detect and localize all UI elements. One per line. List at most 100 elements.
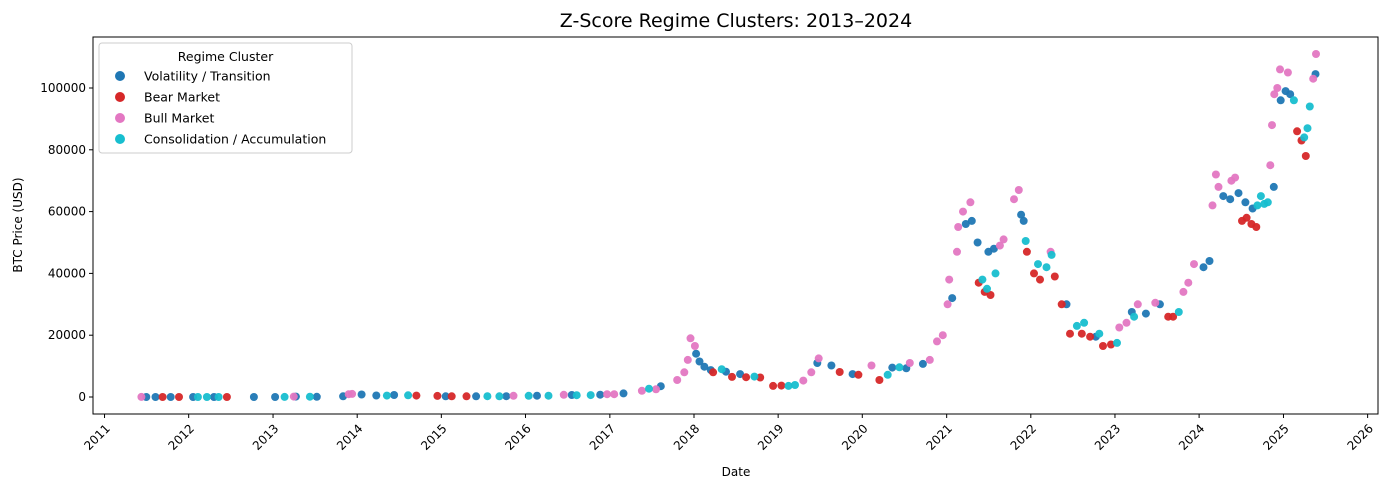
data-point: [1066, 329, 1074, 338]
data-point: [1115, 323, 1124, 332]
legend-marker: [115, 134, 125, 144]
data-point: [166, 393, 175, 401]
data-point: [1021, 237, 1030, 245]
data-point: [280, 392, 289, 401]
data-point: [1293, 127, 1302, 136]
y-axis: 0 20000 40000 60000 80000 100000: [40, 81, 93, 404]
data-point: [799, 376, 808, 385]
y-tick-label: 20000: [48, 328, 86, 342]
data-point: [1226, 195, 1235, 204]
data-point: [953, 247, 961, 256]
data-point: [382, 391, 391, 400]
data-point: [686, 334, 695, 343]
data-point: [222, 393, 231, 401]
data-point: [645, 384, 653, 393]
series-4: [193, 96, 1314, 401]
data-point: [989, 244, 998, 253]
data-point: [995, 241, 1004, 250]
data-point: [441, 392, 450, 401]
data-point: [1263, 198, 1272, 207]
y-axis-label: BTC Price (USD): [11, 177, 25, 272]
data-point: [1086, 332, 1095, 341]
data-point: [1095, 329, 1104, 338]
legend-marker: [115, 113, 125, 123]
data-point: [1286, 90, 1295, 99]
data-point: [895, 363, 904, 372]
data-point: [690, 342, 699, 350]
legend: Regime Cluster Volatility / Transition Be…: [98, 42, 353, 154]
data-point: [357, 390, 366, 399]
data-point: [1276, 96, 1285, 105]
data-point: [1312, 50, 1320, 58]
data-point: [1072, 321, 1081, 330]
data-point: [137, 392, 146, 401]
axes-frame: [92, 36, 1379, 415]
data-point: [652, 385, 660, 394]
data-point: [533, 391, 541, 400]
data-point: [544, 391, 553, 400]
data-point: [959, 207, 967, 216]
data-point: [1047, 250, 1056, 259]
data-point: [202, 393, 211, 401]
data-point: [1036, 275, 1044, 284]
data-point: [214, 393, 223, 401]
data-point: [918, 359, 927, 368]
data-point: [683, 355, 692, 364]
data-point: [1266, 161, 1275, 170]
data-point: [827, 361, 836, 370]
data-point: [472, 392, 481, 401]
data-point: [1184, 278, 1193, 287]
data-point: [312, 392, 321, 401]
data-point: [925, 355, 934, 364]
data-point: [1303, 124, 1312, 133]
data-point: [433, 391, 442, 400]
data-point: [271, 393, 280, 401]
data-point: [1122, 318, 1131, 327]
data-point: [728, 372, 736, 381]
data-point: [791, 381, 799, 389]
data-point: [983, 284, 991, 293]
data-point: [610, 390, 619, 399]
data-point: [961, 220, 970, 228]
data-point: [524, 391, 533, 400]
data-point: [1077, 329, 1086, 338]
data-point: [814, 354, 823, 363]
data-point: [1133, 300, 1142, 309]
data-point: [572, 391, 581, 400]
data-point: [1014, 186, 1023, 194]
data-point: [967, 216, 976, 225]
y-tick-label: 60000: [48, 205, 86, 219]
data-point: [1268, 121, 1276, 130]
data-point: [680, 368, 689, 377]
data-point: [502, 392, 511, 401]
data-point: [1099, 342, 1107, 350]
data-point: [1276, 65, 1284, 74]
data-point: [1208, 201, 1217, 210]
data-point: [1309, 74, 1318, 83]
series-2: [158, 127, 1310, 401]
data-point: [1151, 298, 1160, 307]
data-point: [867, 361, 876, 370]
data-point: [1214, 182, 1223, 191]
data-point: [1030, 269, 1038, 278]
data-point: [1205, 257, 1214, 265]
data-point: [404, 391, 413, 400]
legend-label: Bull Market: [144, 111, 214, 126]
data-point: [700, 362, 709, 371]
data-point: [1042, 263, 1051, 272]
y-tick-label: 0: [78, 390, 86, 404]
data-point: [151, 393, 160, 401]
data-point: [709, 368, 718, 377]
data-point: [462, 392, 471, 401]
data-point: [1057, 300, 1066, 309]
data-point: [1305, 102, 1314, 111]
data-point: [835, 368, 844, 376]
series-3: [137, 50, 1320, 401]
y-tick-label: 100000: [40, 81, 86, 95]
data-point: [1242, 213, 1251, 222]
data-point: [1301, 152, 1310, 160]
data-point: [1174, 308, 1183, 316]
data-point: [193, 393, 202, 401]
data-point: [348, 389, 357, 398]
data-point: [905, 359, 914, 367]
